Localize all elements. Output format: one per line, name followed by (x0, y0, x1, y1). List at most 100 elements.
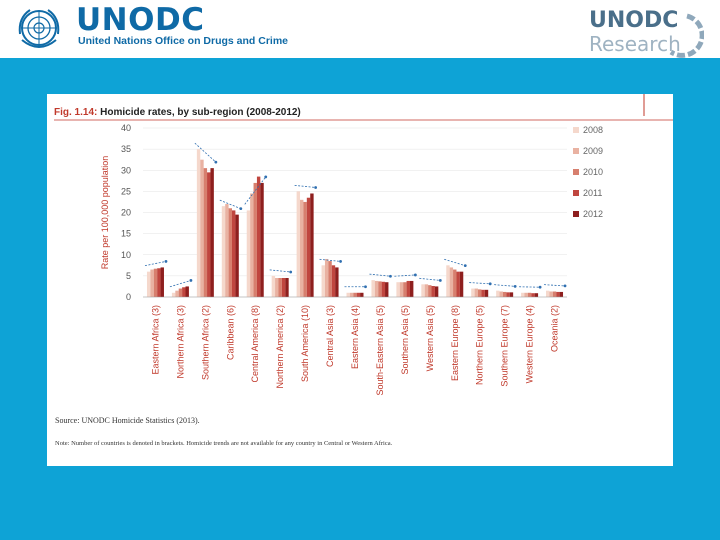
x-tick-label: Northern Africa (3) (175, 305, 185, 379)
legend-swatch (573, 211, 579, 217)
trend-arrow (169, 280, 192, 288)
research-logo-subtitle: Research (589, 32, 681, 56)
trend-arrow (194, 142, 217, 163)
y-tick-label: 0 (126, 292, 131, 302)
x-tick-label: Caribbean (6) (225, 305, 235, 360)
figure-title: Fig. 1.14: Homicide rates, by sub-region… (54, 107, 301, 118)
bar (506, 292, 510, 297)
y-tick-label: 30 (121, 165, 131, 175)
bar (335, 267, 339, 297)
legend-label: 2010 (583, 167, 603, 177)
x-tick-label: Western Asia (5) (425, 305, 435, 371)
bar (431, 286, 435, 297)
bar (449, 267, 454, 297)
bar (502, 291, 507, 297)
trend-arrow-head (289, 270, 293, 274)
bar (285, 277, 289, 297)
x-tick-label: Southern Africa (2) (200, 305, 210, 380)
trend-arrow-head (189, 279, 193, 282)
bar (549, 291, 553, 297)
bar (246, 210, 251, 297)
x-tick-label: Oceania (2) (550, 305, 560, 352)
bar (481, 289, 485, 297)
bar (428, 285, 432, 297)
x-tick-label: Central America (8) (250, 305, 260, 383)
bar (456, 271, 460, 297)
trend-arrow-head (463, 264, 467, 268)
trend-arrow (369, 273, 391, 277)
bar (552, 291, 557, 297)
bar (349, 292, 354, 297)
bar (478, 289, 482, 297)
brand-title: UNODC (76, 2, 205, 38)
bar (371, 280, 375, 297)
legend-swatch (573, 169, 579, 175)
trend-arrow-head (364, 285, 367, 289)
research-ring-icon (669, 13, 704, 58)
bar (225, 204, 229, 297)
bar (346, 292, 350, 297)
trend-arrow-head (513, 284, 517, 288)
bar (378, 281, 382, 297)
bar (409, 280, 414, 297)
x-tick-label: Western Europe (4) (525, 305, 535, 383)
trend-arrow-head (389, 274, 392, 278)
bar (459, 271, 464, 297)
bar (160, 267, 164, 297)
bar (228, 208, 232, 297)
foot-note: Note: Number of countries is denoted in … (55, 440, 393, 447)
trend-arrow-head (164, 260, 168, 263)
bar (356, 292, 361, 297)
bar (484, 289, 489, 297)
research-logo-title: UNODC (589, 8, 679, 33)
bar (200, 159, 204, 297)
bar (278, 277, 282, 297)
trend-arrow (144, 261, 167, 267)
bar (403, 282, 407, 297)
bar (396, 282, 400, 297)
bar (203, 168, 208, 297)
bar (196, 149, 201, 297)
bar (509, 292, 514, 297)
bar (250, 193, 254, 297)
x-tick-label: Northern America (2) (275, 305, 285, 389)
y-tick-label: 40 (121, 123, 131, 133)
bar (474, 288, 479, 297)
bar (546, 290, 550, 297)
figure-number: Fig. 1.14: (54, 107, 98, 118)
trend-arrow-head (339, 260, 342, 263)
x-tick-label: Southern Europe (7) (500, 305, 510, 387)
bar (153, 268, 158, 297)
legend-label: 2011 (583, 188, 602, 198)
trend-arrow-head (264, 175, 268, 179)
y-tick-label: 20 (121, 208, 131, 218)
legend-swatch (573, 148, 579, 154)
legend-swatch (573, 127, 579, 133)
bar (171, 292, 176, 297)
bar (434, 286, 439, 297)
bar (275, 277, 279, 297)
bar (531, 293, 535, 297)
source-note: Source: UNODC Homicide Statistics (2013)… (55, 416, 200, 425)
bar (446, 265, 450, 297)
bar (178, 288, 183, 297)
y-tick-label: 15 (121, 229, 131, 239)
x-tick-label: Central Asia (3) (325, 305, 335, 367)
x-tick-label: Eastern Africa (3) (150, 305, 160, 375)
bar (231, 210, 236, 297)
trend-arrow (494, 284, 516, 287)
bar (328, 261, 332, 297)
bar (146, 271, 151, 297)
bar (353, 292, 357, 297)
bar (185, 286, 189, 297)
trend-arrow-head (413, 273, 417, 277)
trend-arrow (269, 269, 291, 273)
bar (406, 280, 410, 297)
bar (210, 168, 214, 297)
bar (499, 291, 503, 297)
bar (271, 275, 276, 297)
trend-arrow-head (438, 279, 442, 282)
figure-title-text: Homicide rates, by sub-region (2008-2012… (100, 107, 301, 118)
trend-arrow-head (239, 207, 243, 211)
bar (324, 258, 329, 297)
